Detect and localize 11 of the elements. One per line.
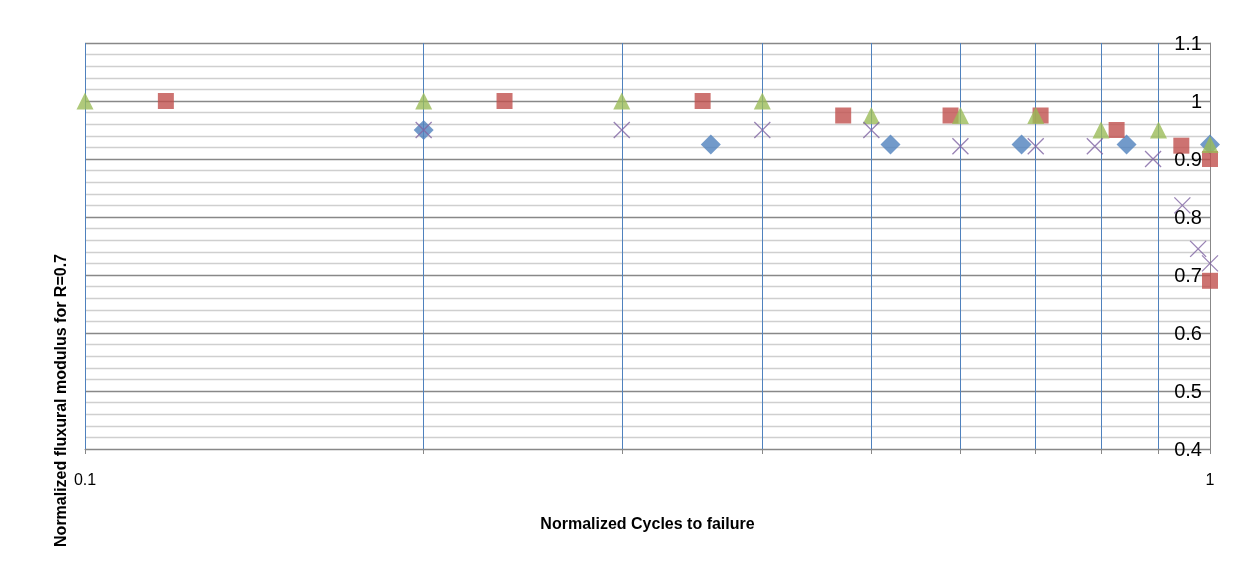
y-axis-title: Normalized fluxural modulus for R=0.7 — [51, 253, 69, 547]
y-tick-label: 0.9 — [1174, 148, 1202, 170]
y-tick-label: 0.6 — [1174, 322, 1202, 344]
y-tick-label: 0.7 — [1174, 264, 1202, 286]
y-tick-label: 0.5 — [1174, 380, 1202, 402]
y-tick-label: 0.4 — [1174, 438, 1202, 460]
y-tick-label: 0.8 — [1174, 206, 1202, 228]
y-tick-label: 1.1 — [1174, 32, 1202, 54]
x-tick-label: 0.1 — [73, 470, 97, 488]
x-axis-title: Normalized Cycles to failure — [540, 514, 755, 532]
y-tick-label: 1 — [1190, 90, 1202, 112]
